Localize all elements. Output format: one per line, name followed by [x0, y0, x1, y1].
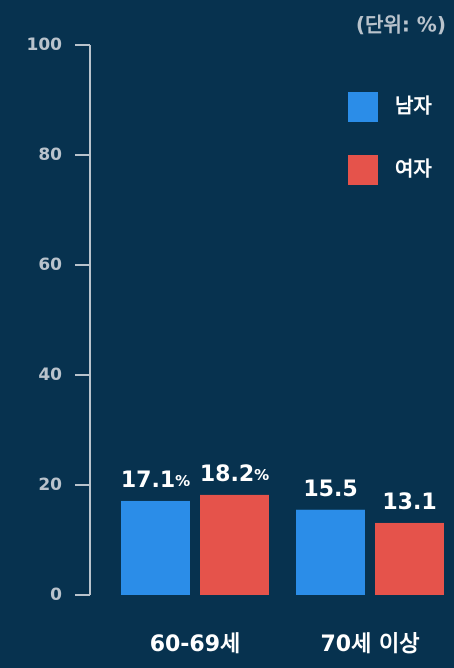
x-tick-label: 60-69세	[150, 632, 241, 657]
bar	[296, 509, 365, 595]
y-tick-label: 40	[38, 365, 62, 385]
value-label: 13.1	[382, 490, 436, 515]
y-tick-label: 0	[50, 585, 62, 605]
unit-label: (단위: %)	[356, 13, 446, 37]
y-tick-label: 20	[38, 475, 62, 495]
bar	[121, 500, 190, 595]
legend-label: 남자	[395, 94, 432, 118]
legend-swatch	[348, 92, 378, 122]
value-label: 17.1%	[121, 468, 190, 493]
bar	[200, 494, 269, 595]
bar	[375, 522, 444, 595]
y-tick-label: 80	[38, 145, 62, 165]
value-label: 15.5	[303, 477, 357, 502]
legend-swatch	[348, 155, 378, 185]
legend-label: 여자	[395, 157, 432, 181]
value-label: 18.2%	[200, 462, 269, 487]
y-tick-label: 100	[27, 35, 63, 55]
y-tick-label: 60	[38, 255, 62, 275]
x-tick-label: 70세 이상	[321, 632, 420, 657]
